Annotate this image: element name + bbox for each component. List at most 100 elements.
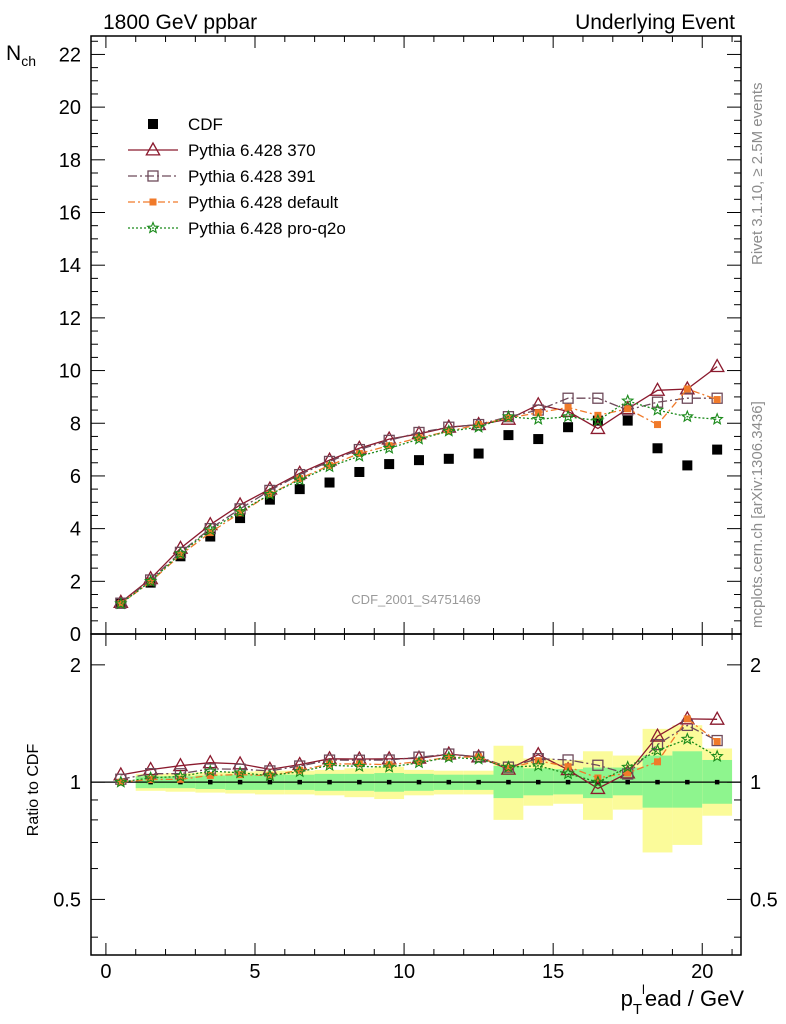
ratio-point-pq2o: [352, 759, 367, 773]
ratio-point-pdefault: [147, 776, 155, 784]
ratio-y-tick-label-right: 1: [750, 772, 761, 794]
data-point-pq2o: [293, 472, 307, 486]
ratio-point-cdf: [446, 779, 452, 785]
ratio-point-pq2o: [442, 750, 456, 763]
data-point-cdf: [413, 455, 424, 466]
series-line-p391: [120, 397, 718, 604]
y-tick-label: 18: [59, 150, 81, 172]
ratio-point-pdefault: [355, 760, 363, 768]
header-right-title: Underlying Event: [575, 11, 735, 34]
ratio-point-pdefault: [504, 764, 512, 772]
ratio-y-axis-label: Ratio to CDF: [25, 744, 42, 837]
data-point-p370: [709, 358, 725, 373]
ratio-point-cdf: [327, 779, 332, 785]
data-point-pq2o: [442, 424, 456, 437]
ratio-point-pq2o: [173, 769, 188, 783]
ratio-y-tick-label-left: 2: [70, 655, 81, 677]
legend-marker-p370: [145, 141, 161, 156]
data-point-p391: [681, 392, 693, 404]
data-point-pq2o: [412, 432, 426, 445]
ratio-point-p370: [590, 780, 606, 795]
ratio-point-p370: [202, 754, 219, 769]
ratio-y-tick-label-left: 0.5: [53, 889, 81, 911]
data-point-p370: [590, 420, 606, 435]
ratio-point-pdefault: [415, 758, 423, 766]
data-point-pq2o: [501, 409, 516, 423]
data-point-p391: [562, 392, 574, 404]
legend: CDF Pythia 6.428 370 Pythia 6.428 391 Pythi…: [128, 115, 346, 238]
ratio-point-cdf: [267, 779, 273, 785]
y-tick-label: 6: [70, 466, 81, 488]
data-point-pdefault: [624, 405, 632, 413]
data-point-pq2o: [114, 596, 128, 610]
ratio-point-pdefault: [624, 769, 632, 777]
ratio-point-pdefault: [266, 772, 274, 780]
y-tick-label: 10: [59, 361, 81, 383]
ratio-point-pdefault: [445, 753, 453, 761]
y-tick-label: 0: [70, 624, 81, 646]
data-point-pq2o: [382, 441, 396, 454]
analysis-label: CDF_2001_S4751469: [351, 592, 480, 607]
data-point-cdf: [205, 531, 216, 542]
ratio-point-cdf: [685, 779, 690, 785]
y-tick-label: 20: [59, 97, 81, 119]
mcplots-label: mcplots.cern.ch [arXiv:1306.3436]: [749, 401, 766, 628]
ratio-point-cdf: [476, 779, 481, 785]
main-y-axis-label: Nch: [6, 42, 36, 69]
ratio-y-tick-label-right: 0.5: [750, 889, 778, 911]
ratio-point-cdf: [625, 779, 630, 785]
legend-label-pq2o: Pythia 6.428 pro-q2o: [188, 219, 346, 238]
ratio-point-p370: [709, 710, 725, 725]
data-point-cdf: [384, 459, 395, 470]
ratio-point-pdefault: [683, 715, 691, 723]
ratio-point-pq2o: [412, 755, 426, 769]
data-point-pdefault: [176, 551, 184, 559]
y-tick-label: 4: [70, 519, 81, 541]
ratio-point-pdefault: [326, 760, 334, 768]
data-point-p391: [651, 396, 664, 408]
ratio-plot: 0 5 10 15 20 0.5 0.5 1 1 2 2: [53, 633, 778, 983]
ratio-point-cdf: [535, 779, 541, 785]
ratio-point-pdefault: [713, 737, 721, 745]
ratio-point-cdf: [565, 779, 571, 785]
legend-label-p370: Pythia 6.428 370: [188, 141, 316, 160]
data-point-pq2o: [561, 409, 575, 423]
ratio-point-p391: [592, 759, 604, 771]
ratio-point-p391: [711, 734, 723, 747]
data-point-p391: [592, 392, 604, 404]
ratio-y-tick-label-left: 1: [70, 772, 81, 794]
data-point-pq2o: [531, 412, 545, 425]
data-point-cdf: [533, 434, 544, 445]
ratio-point-pq2o: [263, 768, 277, 782]
data-point-cdf: [324, 477, 335, 488]
y-tick-label: 22: [59, 44, 81, 66]
data-point-pq2o: [233, 504, 247, 518]
data-point-pdefault: [564, 403, 572, 411]
data-point-pq2o: [143, 574, 158, 587]
ratio-point-pdefault: [206, 771, 214, 779]
legend-marker-pdefault: [149, 198, 157, 206]
ratio-point-pq2o: [293, 764, 307, 778]
ratio-point-pq2o: [203, 764, 217, 777]
ratio-point-pq2o: [382, 760, 396, 773]
data-point-cdf: [652, 443, 663, 454]
data-point-pdefault: [713, 396, 721, 404]
data-point-pdefault: [475, 421, 483, 429]
y-tick-label: 8: [70, 413, 81, 435]
data-point-pdefault: [654, 421, 662, 429]
ratio-point-cdf: [237, 779, 243, 785]
ratio-point-pq2o: [710, 749, 724, 763]
data-point-pdefault: [683, 385, 691, 393]
ratio-point-pq2o: [114, 775, 128, 788]
data-point-pdefault: [355, 450, 363, 458]
data-point-pq2o: [710, 412, 724, 425]
ratio-point-cdf: [208, 779, 213, 785]
legend-label-cdf: CDF: [188, 115, 223, 134]
data-point-p391: [622, 404, 634, 416]
ratio-point-pdefault: [475, 753, 483, 761]
data-point-pq2o: [591, 413, 605, 427]
data-point-pdefault: [385, 442, 393, 450]
x-tick-label: 10: [393, 961, 415, 983]
ratio-point-pdefault: [564, 763, 572, 771]
